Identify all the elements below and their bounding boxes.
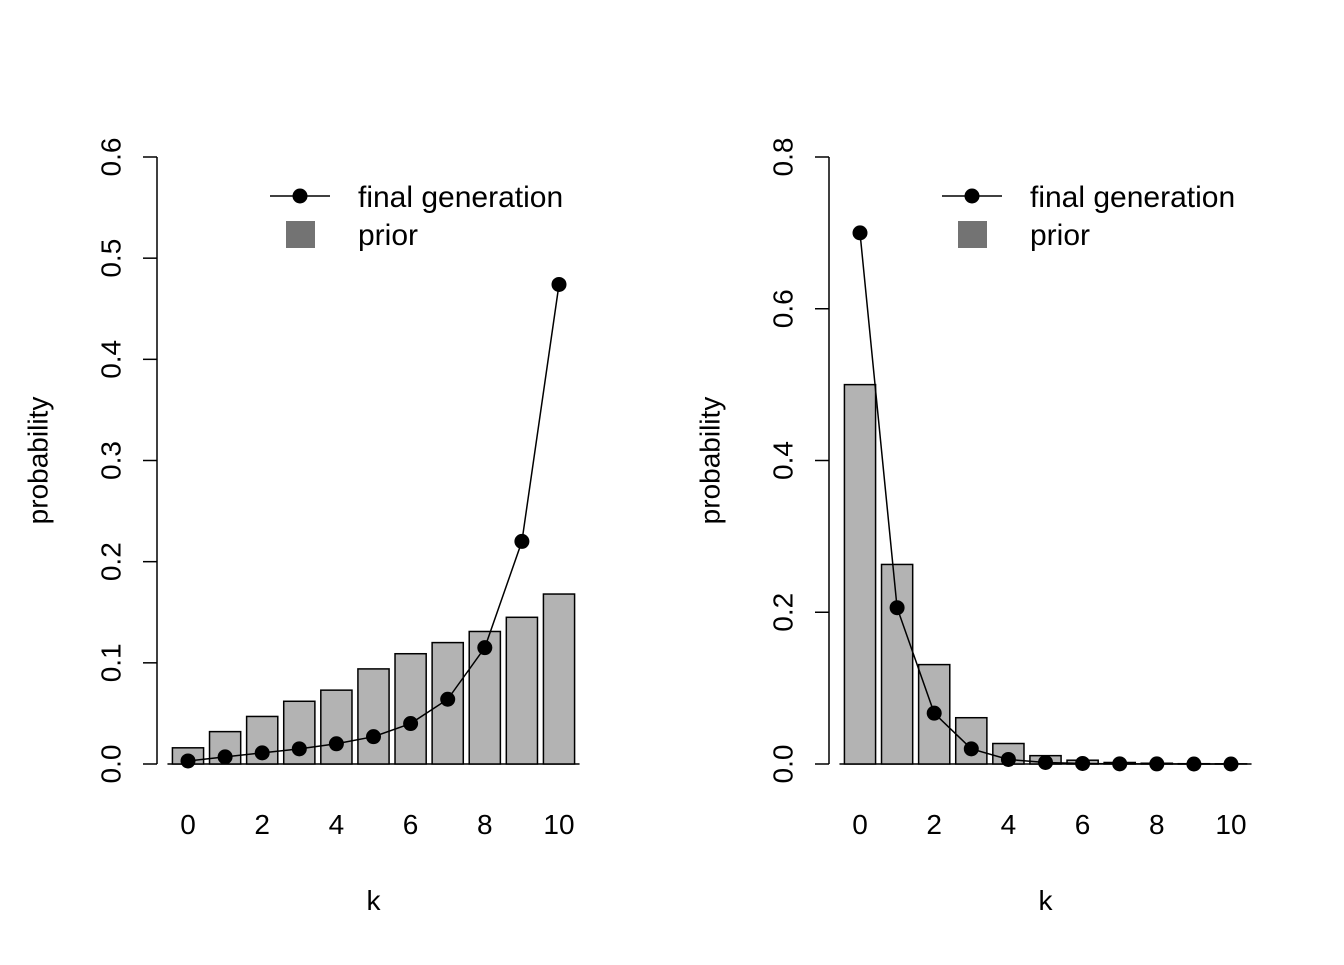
final-generation-point bbox=[477, 640, 492, 655]
prior-bar bbox=[882, 564, 913, 764]
final-generation-point bbox=[218, 749, 233, 764]
final-generation-point bbox=[1112, 756, 1127, 771]
legend: final generation prior bbox=[942, 181, 1235, 252]
legend-bar-swatch bbox=[286, 221, 315, 248]
prior-bar bbox=[506, 617, 537, 764]
y-tick-label: 0.6 bbox=[96, 138, 127, 177]
x-tick-label: 8 bbox=[1149, 809, 1165, 840]
y-tick-label: 0.4 bbox=[96, 340, 127, 379]
x-tick-label: 4 bbox=[1001, 809, 1017, 840]
final-generation-point bbox=[366, 729, 381, 744]
prior-bar bbox=[321, 690, 352, 764]
legend-label-final-generation: final generation bbox=[1030, 181, 1235, 214]
legend-label-prior: prior bbox=[1030, 219, 1090, 252]
legend: final generation prior bbox=[270, 181, 563, 252]
y-axis-label: probability bbox=[23, 397, 54, 525]
legend-point-swatch bbox=[965, 189, 980, 204]
legend-point-swatch bbox=[293, 189, 308, 204]
final-generation-point bbox=[1075, 756, 1090, 771]
x-tick-label: 4 bbox=[329, 809, 345, 840]
y-tick-label: 0.5 bbox=[96, 239, 127, 278]
final-generation-point bbox=[1149, 756, 1164, 771]
final-generation-point bbox=[890, 600, 905, 615]
y-tick-label: 0.8 bbox=[768, 138, 799, 177]
final-generation-point bbox=[440, 692, 455, 707]
final-generation-point bbox=[552, 277, 567, 292]
y-axis-label: probability bbox=[695, 397, 726, 525]
chart-panel-2: 0.0 0.2 0.4 0.6 0.8 0 2 4 6 8 10 k probability final … bbox=[695, 138, 1252, 916]
y-axis: 0.0 0.1 0.2 0.3 0.4 0.5 0.6 bbox=[96, 138, 158, 784]
x-axis-label: k bbox=[1039, 885, 1054, 916]
final-generation-line bbox=[860, 233, 1231, 764]
final-generation-point bbox=[329, 736, 344, 751]
y-tick-label: 0.4 bbox=[768, 441, 799, 480]
x-tick-label: 0 bbox=[180, 809, 196, 840]
x-tick-label: 6 bbox=[1075, 809, 1091, 840]
y-tick-label: 0.2 bbox=[768, 593, 799, 632]
x-tick-label: 8 bbox=[477, 809, 493, 840]
x-tick-label: 2 bbox=[926, 809, 942, 840]
x-tick-label: 0 bbox=[852, 809, 868, 840]
final-generation-point bbox=[292, 741, 307, 756]
final-generation-point bbox=[1224, 757, 1239, 772]
prior-bar bbox=[543, 594, 574, 764]
x-tick-label: 6 bbox=[403, 809, 419, 840]
final-generation-point bbox=[964, 741, 979, 756]
legend-label-prior: prior bbox=[358, 219, 418, 252]
prior-bar bbox=[844, 385, 875, 764]
x-tick-label: 2 bbox=[254, 809, 270, 840]
x-tick-label: 10 bbox=[1215, 809, 1246, 840]
chart-panel-1: 0.0 0.1 0.2 0.3 0.4 0.5 0.6 0 2 4 6 8 10 k probability… bbox=[23, 138, 580, 916]
y-axis: 0.0 0.2 0.4 0.6 0.8 bbox=[768, 138, 830, 784]
prior-bar bbox=[358, 669, 389, 764]
final-generation-point bbox=[1001, 752, 1016, 767]
y-tick-label: 0.1 bbox=[96, 643, 127, 682]
final-generation-point bbox=[1038, 755, 1053, 770]
y-tick-label: 0.2 bbox=[96, 542, 127, 581]
prior-bar bbox=[956, 718, 987, 764]
x-axis-label: k bbox=[367, 885, 382, 916]
final-generation-point bbox=[181, 753, 196, 768]
final-generation-point bbox=[853, 225, 868, 240]
prior-bar bbox=[395, 654, 426, 764]
y-tick-label: 0.6 bbox=[768, 289, 799, 328]
y-tick-label: 0.0 bbox=[768, 745, 799, 784]
y-tick-label: 0.0 bbox=[96, 745, 127, 784]
y-tick-label: 0.3 bbox=[96, 441, 127, 480]
final-generation-point bbox=[255, 745, 270, 760]
final-generation-point bbox=[1186, 757, 1201, 772]
final-generation-point bbox=[403, 716, 418, 731]
final-generation-point bbox=[514, 534, 529, 549]
legend-bar-swatch bbox=[958, 221, 987, 248]
final-generation-point bbox=[927, 706, 942, 721]
legend-label-final-generation: final generation bbox=[358, 181, 563, 214]
x-tick-label: 10 bbox=[543, 809, 574, 840]
